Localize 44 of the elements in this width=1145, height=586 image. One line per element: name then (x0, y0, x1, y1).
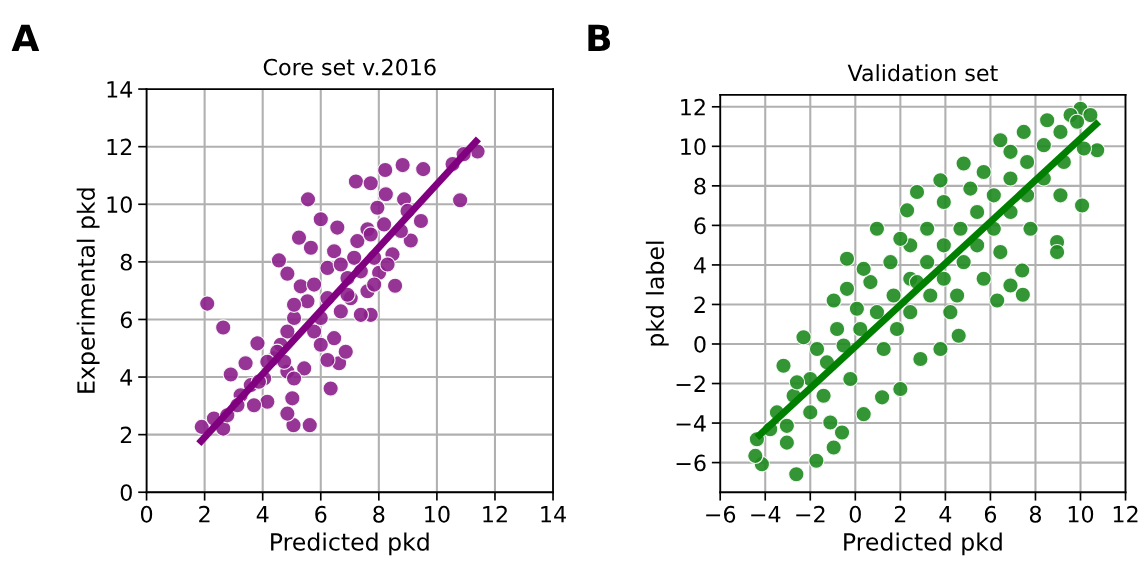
x-tick-label: 6 (315, 505, 327, 523)
x-tick-label: 4 (256, 506, 269, 523)
y-tick-label: 4 (693, 257, 706, 274)
x-tick-label: −6 (706, 505, 736, 523)
x-tick-label: 4 (939, 506, 952, 523)
y-tick-label: 6 (694, 217, 706, 235)
y-tick-label: 12 (681, 98, 705, 116)
y-tick-label: 0 (120, 484, 132, 501)
x-axis-title: Predicted pkd (844, 532, 1002, 556)
chart-title: Core set v.2016 (263, 58, 436, 76)
y-tick-label: 8 (120, 253, 132, 271)
x-tick-label: 2 (199, 505, 210, 523)
x-tick-label: −2 (796, 505, 825, 523)
y-tick-label: 8 (694, 177, 706, 195)
y-tick-label: 10 (681, 138, 706, 156)
chart-title: Validation set (847, 64, 998, 82)
y-tick-label: 10 (107, 196, 132, 214)
y-tick-label: 6 (120, 311, 132, 329)
x-tick-label: 8 (1029, 505, 1042, 523)
y-tick-label: −6 (676, 454, 706, 472)
y-tick-label: −4 (676, 415, 706, 432)
y-axis-title: pkd label (645, 241, 669, 346)
x-tick-label: 2 (894, 505, 906, 523)
y-tick-label: 2 (120, 426, 132, 444)
y-tick-label: 0 (694, 335, 706, 353)
x-tick-label: 10 (425, 505, 450, 523)
x-tick-label: 10 (1068, 505, 1094, 523)
x-axis-title: Predicted pkd (271, 532, 429, 556)
x-tick-label: 12 (1113, 505, 1138, 523)
y-tick-label: 14 (107, 81, 133, 98)
x-tick-label: 0 (140, 505, 153, 523)
x-tick-label: 8 (373, 505, 385, 523)
y-tick-label: −2 (676, 375, 705, 392)
text: B (588, 24, 611, 51)
y-tick-label: 12 (107, 138, 132, 156)
x-tick-label: 0 (849, 505, 861, 523)
y-axis-title: Experimental pkd (76, 188, 100, 393)
x-tick-label: 6 (984, 505, 997, 523)
x-tick-label: −4 (751, 506, 781, 523)
text: A (11, 24, 40, 51)
y-tick-label: 2 (694, 296, 705, 313)
x-tick-label: 14 (541, 506, 566, 523)
y-tick-label: 4 (120, 369, 133, 386)
x-tick-label: 12 (483, 505, 507, 523)
